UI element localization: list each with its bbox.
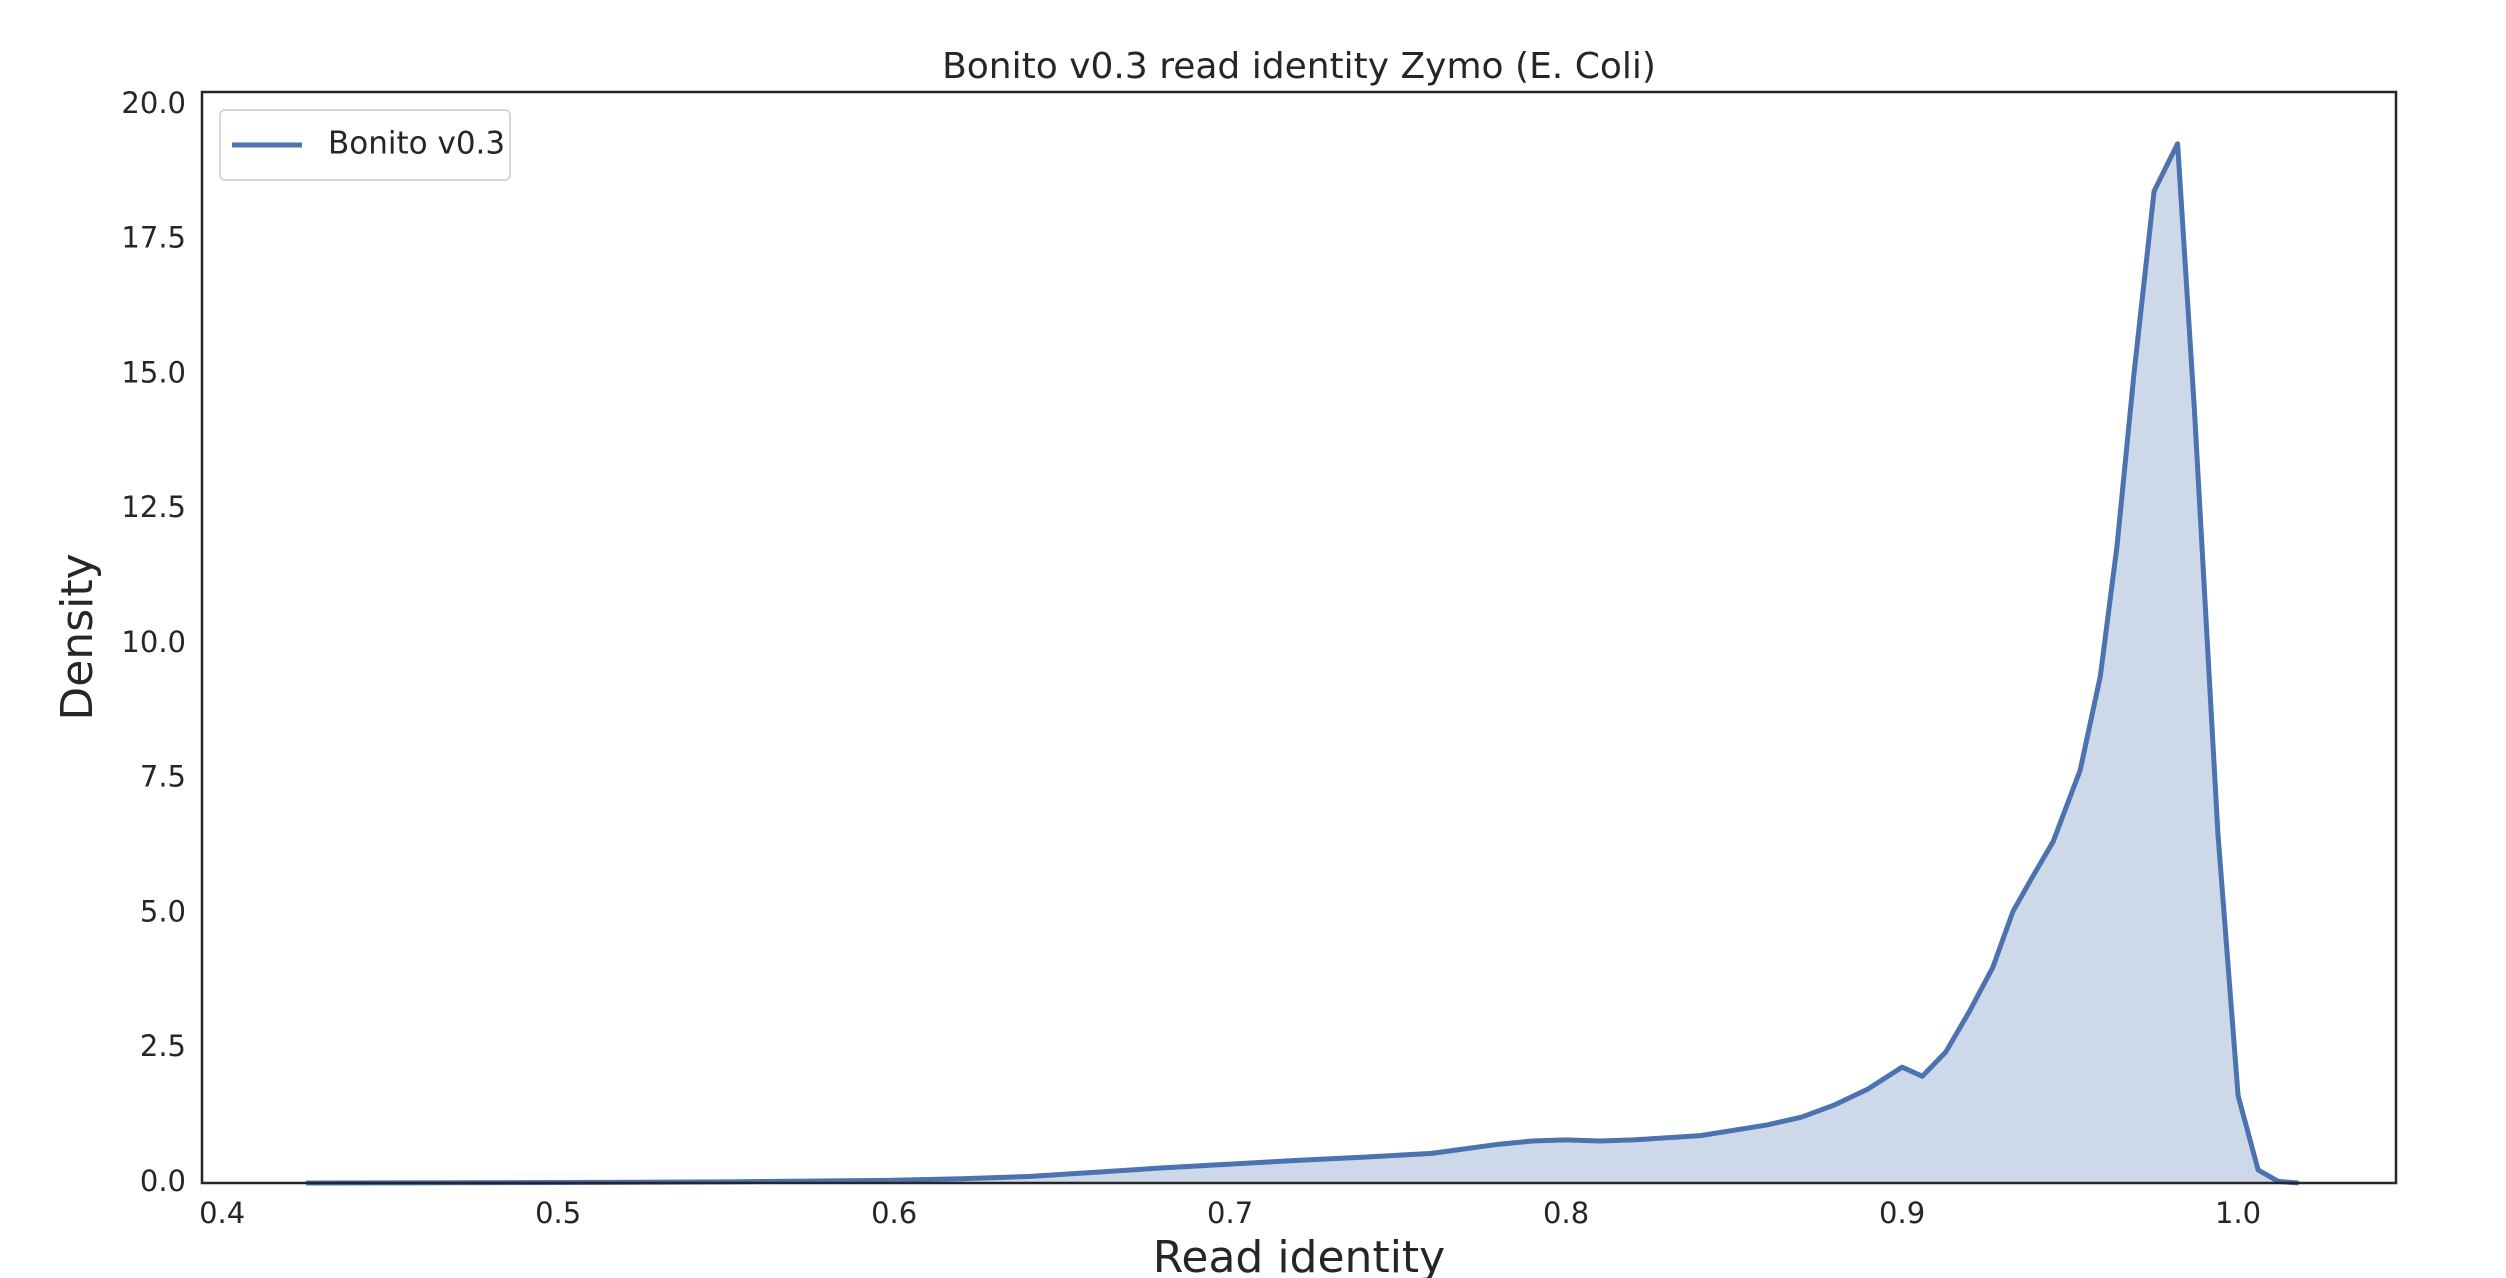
y-tick-label: 2.5 — [140, 1029, 186, 1063]
y-tick-label: 15.0 — [121, 355, 186, 389]
y-tick-label: 10.0 — [121, 625, 186, 659]
y-tick-label: 7.5 — [140, 760, 186, 794]
x-tick-label: 0.6 — [871, 1196, 917, 1230]
y-tick-label: 20.0 — [121, 86, 186, 120]
legend-box — [219, 109, 511, 181]
x-tick-label: 0.5 — [535, 1196, 581, 1230]
y-tick-label: 17.5 — [121, 221, 186, 255]
y-tick-label: 5.0 — [140, 894, 186, 928]
plot-frame — [200, 90, 2398, 1185]
area-fill — [306, 143, 2299, 1184]
x-axis-label: Read identity — [1153, 1232, 1445, 1278]
x-tick-label: 0.4 — [199, 1196, 245, 1230]
legend-label: Bonito v0.3 — [328, 126, 505, 162]
x-tick-label: 1.0 — [2215, 1196, 2261, 1230]
x-tick-label: 0.9 — [1879, 1196, 1925, 1230]
chart-title: Bonito v0.3 read identity Zymo (E. Coli) — [942, 46, 1656, 87]
y-tick-label: 12.5 — [121, 490, 186, 524]
density-line — [306, 141, 2299, 1186]
y-axis-label: Density — [52, 553, 103, 720]
x-tick-label: 0.8 — [1543, 1196, 1589, 1230]
x-tick-label: 0.7 — [1207, 1196, 1253, 1230]
y-tick-label: 0.0 — [140, 1164, 186, 1198]
